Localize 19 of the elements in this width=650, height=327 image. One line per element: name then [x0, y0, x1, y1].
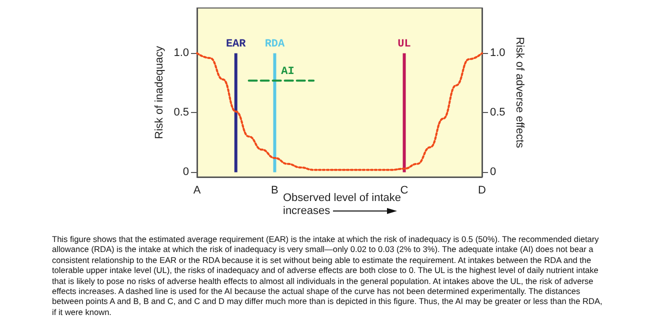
y-tick-label: 0.5 [174, 106, 189, 119]
y-tick-label: 0 [182, 166, 189, 178]
y2-tick-label: 0 [490, 166, 496, 178]
series-label: RDA [264, 38, 286, 51]
y-axis-title: Risk of inadequacy [154, 46, 166, 139]
x-tick-label: A [193, 184, 202, 196]
text: This figure shows that the estimated average requirement (EAR) is the intake at which the risk of inadequacy is 0.5 (50%). The recommended dietary allowance (RDA) is the intake at which the risk of inadequacy is very small—only 0.02 to 0.03 (2% to 3%). The adequate intake (AI) does not bear a consistent relationship to the EAR or the RDA because it is set without being able to estimate the requirement. At intakes between the RDA and the tolerable upper intake level (UL), the risks of inadequacy and of adverse effects are both close to 0. The UL is the highest level of daily nutrient intake that is likely to pose no risks of adverse health effects to almost all individuals in the general population. At intakes above the UL, the risk of adverse effects increases. A dashed line is used for the AI because the actual shape of the curve has not been determined experimentally. The distances between points A and B, B and C, and C and D may differ much more than is depicted in this figure. Thus, the AI may be greater or less than the RDA, if it were known. [52, 234, 604, 318]
y2-tick-label: 1.0 [490, 47, 506, 60]
line-series [196, 52, 483, 171]
x-tick-label: C [400, 184, 408, 196]
series-label: UL [398, 38, 412, 51]
series-label: EAR [226, 38, 246, 51]
x-tick-label: B [271, 184, 278, 196]
y-tick-label: 1.0 [174, 47, 189, 60]
y2-axis-title: Risk of adverse effects [514, 36, 526, 149]
series-label: AI [281, 66, 294, 78]
y2-tick-label: 0.5 [490, 106, 506, 119]
x-tick-label: D [478, 184, 486, 196]
x-axis-title: Observed level of intake increases [283, 192, 402, 217]
